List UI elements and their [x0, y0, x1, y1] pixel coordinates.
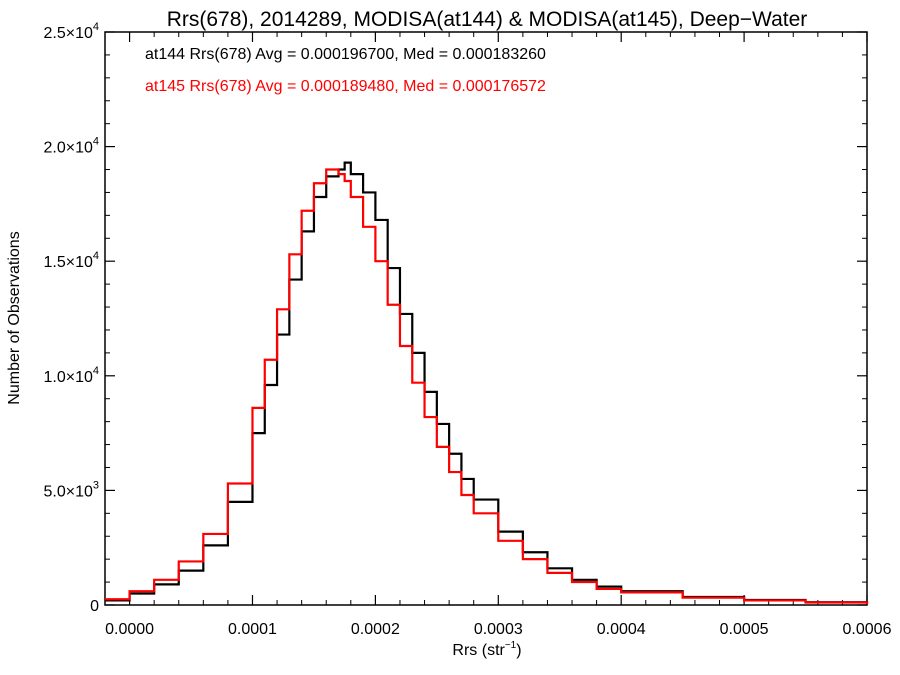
x-axis-label: Rrs (str−1): [452, 640, 521, 659]
y-axis-label: Number of Observations: [6, 231, 23, 404]
y-axis-ticks: 0 5.0×103 1.0×104 1.5×104 2.0×104 2.5×104: [43, 21, 867, 615]
x-tick-label: 0.0001: [228, 621, 277, 638]
y-tick-label: 2.0×104: [43, 136, 99, 157]
y-tick-label: 0: [90, 598, 99, 615]
x-tick-label: 0.0000: [105, 621, 154, 638]
x-tick-label: 0.0004: [597, 621, 646, 638]
x-tick-label: 0.0006: [843, 621, 892, 638]
legend-entry-at144: at144 Rrs(678) Avg = 0.000196700, Med = …: [145, 46, 546, 63]
x-tick-label: 0.0005: [720, 621, 769, 638]
chart-title: Rrs(678), 2014289, MODISA(at144) & MODIS…: [167, 8, 808, 31]
x-axis-ticks: 0.0000 0.0001 0.0002 0.0003 0.0004 0.0005 0.00…: [105, 32, 892, 638]
legend: at144 Rrs(678) Avg = 0.000196700, Med = …: [145, 46, 546, 95]
y-tick-label: 5.0×103: [43, 479, 99, 500]
x-tick-label: 0.0003: [474, 621, 523, 638]
x-tick-label: 0.0002: [351, 621, 400, 638]
series-at145-line: [105, 168, 869, 605]
y-tick-label: 1.0×104: [43, 365, 99, 386]
y-tick-label: 2.5×104: [43, 21, 99, 42]
legend-entry-at145: at145 Rrs(678) Avg = 0.000189480, Med = …: [145, 78, 546, 95]
plot-area-frame: [104, 31, 868, 606]
y-tick-label: 1.5×104: [43, 250, 99, 271]
series-layer: [105, 161, 869, 605]
